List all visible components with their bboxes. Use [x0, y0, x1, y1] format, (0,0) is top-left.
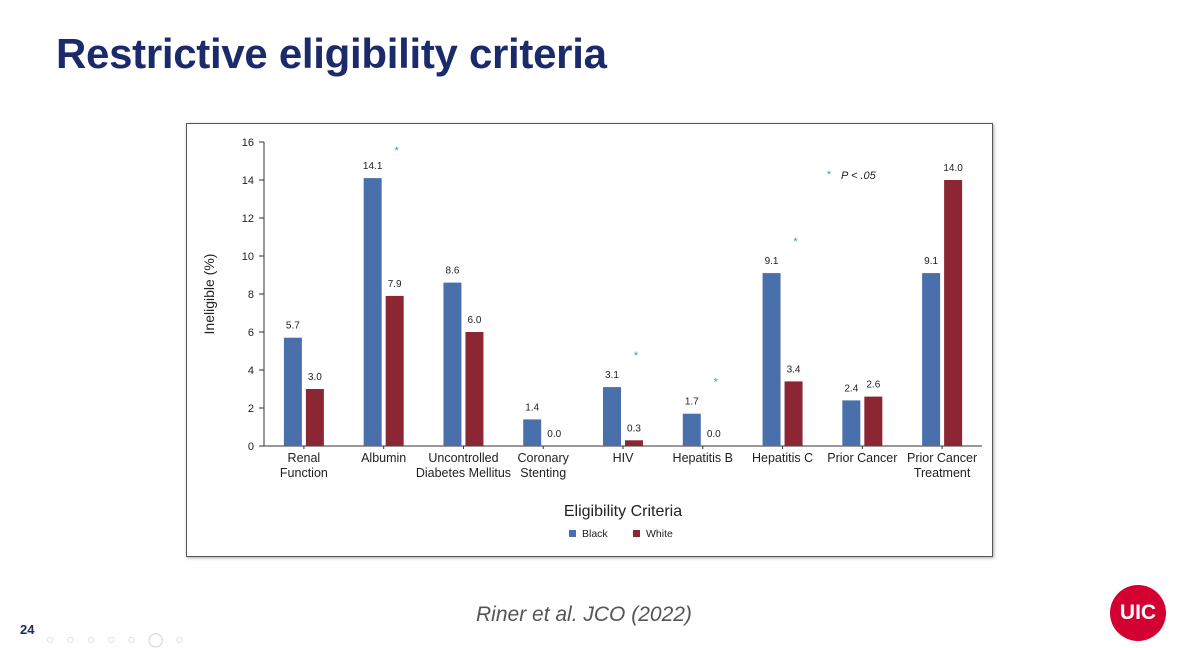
data-label-white: 0.3 [627, 423, 641, 434]
y-tick-label: 10 [242, 251, 254, 263]
slide-number: 24 [20, 622, 35, 637]
x-tick-label: Function [280, 466, 328, 480]
data-label-black: 5.7 [286, 321, 300, 332]
data-label-white: 14.0 [943, 163, 963, 174]
bar-white [864, 396, 883, 446]
data-label-black: 9.1 [765, 256, 779, 267]
significance-note-star: * [827, 169, 832, 181]
data-label-black: 14.1 [363, 161, 383, 172]
x-tick-label: Uncontrolled [428, 451, 498, 465]
data-label-white: 7.9 [388, 279, 402, 290]
significance-star: * [714, 377, 719, 389]
x-tick-label: Hepatitis B [673, 451, 733, 465]
data-label-white: 3.4 [787, 364, 801, 375]
x-tick-label: Albumin [361, 451, 406, 465]
y-axis-title: Ineligible (%) [201, 254, 217, 335]
bar-black [363, 178, 382, 446]
significance-star: * [634, 350, 639, 362]
data-label-black: 2.4 [844, 383, 858, 394]
legend-swatch-white [633, 530, 640, 537]
y-tick-label: 2 [248, 403, 254, 415]
bar-black [523, 419, 542, 446]
x-tick-label: Treatment [914, 466, 971, 480]
x-tick-label: Diabetes Mellitus [416, 466, 511, 480]
x-tick-label: HIV [613, 451, 635, 465]
y-tick-label: 4 [248, 365, 254, 377]
legend-label-white: White [646, 528, 673, 540]
bar-white [944, 180, 963, 446]
bar-black [283, 337, 302, 446]
data-label-white: 2.6 [866, 380, 880, 391]
data-label-black: 1.7 [685, 397, 699, 408]
slide-nav-dots[interactable]: ○ ○ ○ ○ ○ ◯ ○ [46, 631, 188, 647]
bar-black [922, 273, 941, 446]
y-tick-label: 14 [242, 175, 254, 187]
x-tick-label: Prior Cancer [907, 451, 977, 465]
slide-title: Restrictive eligibility criteria [56, 30, 607, 77]
y-tick-label: 8 [248, 289, 254, 301]
bar-white [385, 295, 404, 446]
data-label-white: 6.0 [467, 315, 481, 326]
bar-white [465, 332, 484, 446]
bar-white [625, 440, 643, 446]
bar-chart: 0 2 4 6 8 10 12 14 16 Ineligible (%) 5.7 3.0 RenalFu… [201, 137, 982, 540]
data-label-black: 9.1 [924, 256, 938, 267]
legend-swatch-black [569, 530, 576, 537]
data-label-white: 0.0 [707, 429, 721, 440]
bar-black [443, 282, 462, 446]
legend-label-black: Black [582, 528, 608, 540]
significance-star: * [395, 145, 400, 157]
citation: Riner et al. JCO (2022) [476, 603, 692, 626]
data-label-black: 3.1 [605, 370, 619, 381]
bar-black [762, 273, 781, 446]
x-tick-label: Hepatitis C [752, 451, 813, 465]
bar-white [305, 389, 324, 446]
bar-black [682, 413, 701, 446]
x-tick-label: Coronary [518, 451, 570, 465]
data-label-white: 3.0 [308, 372, 322, 383]
chart-frame: 0 2 4 6 8 10 12 14 16 Ineligible (%) 5.7 3.0 Renal Fu… [186, 123, 993, 557]
significance-star: * [793, 236, 798, 248]
y-tick-label: 12 [242, 213, 254, 225]
data-label-white: 0.0 [547, 429, 561, 440]
y-tick-label: 0 [248, 441, 254, 453]
x-axis-title: Eligibility Criteria [564, 503, 682, 520]
significance-note-text: P < .05 [841, 170, 877, 182]
bar-white [784, 381, 803, 446]
x-tick-label: Renal [288, 451, 321, 465]
data-label-black: 8.6 [445, 266, 459, 277]
data-label-black: 1.4 [525, 402, 539, 413]
bar-black [842, 400, 861, 446]
bar-black [603, 387, 621, 446]
y-tick-label: 6 [248, 327, 254, 339]
uic-logo: UIC [1110, 585, 1166, 641]
y-tick-label: 16 [242, 137, 254, 149]
x-tick-label: Prior Cancer [827, 451, 897, 465]
x-tick-label: Stenting [520, 466, 566, 480]
